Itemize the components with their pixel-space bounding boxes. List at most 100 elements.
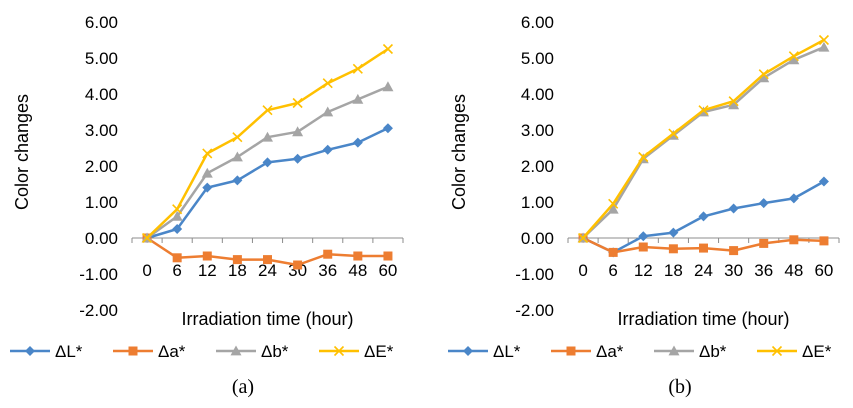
series-4: [141, 43, 394, 244]
data-point: [262, 131, 273, 142]
data-point: [263, 255, 272, 265]
data-point: [577, 232, 589, 244]
x-tick-label: 24: [258, 261, 277, 280]
x-tick-label: 60: [378, 261, 397, 280]
data-point: [292, 153, 303, 164]
data-point: [728, 96, 739, 107]
data-point: [382, 123, 393, 134]
data-point: [699, 243, 708, 253]
y-tick-label: 1.00: [521, 193, 554, 212]
y-tick-label: 3.00: [85, 121, 118, 140]
data-point: [383, 251, 393, 261]
data-point: [607, 203, 619, 214]
data-point: [788, 51, 799, 62]
x-tick-label: 12: [198, 261, 217, 280]
data-point: [729, 246, 739, 256]
y-axis-title: Color changes: [449, 94, 469, 210]
data-point: [382, 81, 394, 92]
y-tick-label: -2.00: [515, 301, 554, 320]
x-tick-label: 60: [814, 261, 833, 280]
data-point: [141, 232, 153, 244]
x-tick-label: 18: [664, 261, 683, 280]
data-point: [638, 151, 649, 163]
data-point: [262, 157, 273, 168]
legend-label: Δb*: [261, 342, 289, 361]
data-point: [759, 238, 769, 248]
y-tick-label: 0.00: [521, 229, 554, 248]
x-tick-label: 0: [578, 261, 587, 280]
x-tick-label: 48: [784, 261, 803, 280]
data-point: [758, 198, 769, 209]
data-point: [638, 242, 648, 252]
y-tick-label: 6.00: [85, 13, 118, 32]
data-point: [262, 105, 273, 116]
data-point: [352, 63, 363, 74]
data-point: [758, 69, 769, 80]
legend-label: ΔE*: [364, 342, 394, 361]
data-point: [789, 235, 799, 245]
data-point: [352, 137, 363, 148]
legend-label: Δb*: [699, 342, 727, 361]
data-point: [322, 144, 333, 155]
data-point: [322, 78, 333, 89]
legend-label: Δa*: [158, 342, 186, 361]
data-point: [818, 34, 830, 46]
legend-swatch-marker: [463, 346, 473, 356]
data-point: [171, 210, 183, 221]
x-tick-label: 18: [228, 261, 247, 280]
y-tick-label: 0.00: [85, 229, 118, 248]
y-tick-label: -1.00: [515, 265, 554, 284]
data-point: [323, 249, 333, 259]
legend: ΔL* Δa* Δb* ΔE*: [10, 342, 394, 361]
legend-swatch-marker: [25, 346, 35, 356]
x-tick-label: 0: [142, 261, 151, 280]
data-point: [382, 43, 394, 55]
data-point: [172, 204, 183, 215]
series-line: [582, 46, 825, 239]
data-point: [698, 105, 709, 116]
data-point: [608, 198, 619, 209]
data-point: [728, 203, 739, 214]
x-tick-label: 12: [634, 261, 653, 280]
x-tick-label: 6: [172, 261, 181, 280]
y-tick-label: 4.00: [85, 85, 118, 104]
y-axis-title: Color changes: [12, 94, 32, 210]
data-point: [322, 106, 334, 117]
y-tick-label: -1.00: [79, 265, 118, 284]
y-tick-label: 5.00: [85, 49, 118, 68]
legend-swatch-marker: [566, 346, 576, 356]
y-tick-label: 4.00: [521, 85, 554, 104]
y-tick-label: -2.00: [79, 301, 118, 320]
series-2: [578, 233, 829, 257]
y-tick-label: 5.00: [521, 49, 554, 68]
chart-b: -2.00 -1.00 0.00 1.00 2.00 3.00 4.00 5.00 6.00 Co…: [448, 13, 840, 398]
x-tick-label: 30: [724, 261, 743, 280]
legend-label: ΔE*: [802, 342, 832, 361]
data-point: [232, 255, 242, 265]
legend-swatch-marker: [128, 346, 138, 356]
x-tick-label: 48: [348, 261, 367, 280]
legend-swatch-marker: [230, 345, 242, 356]
data-point: [231, 151, 243, 162]
y-tick-label: 3.00: [521, 121, 554, 140]
data-point: [292, 126, 304, 137]
data-point: [353, 251, 363, 261]
legend-swatch-marker: [333, 345, 345, 357]
series-4: [577, 34, 830, 244]
data-point: [172, 224, 183, 234]
data-point: [202, 182, 213, 193]
data-point: [698, 211, 709, 222]
legend-label: Δa*: [596, 342, 624, 361]
x-axis-title: Irradiation time (hour): [181, 309, 353, 329]
data-point: [728, 99, 740, 110]
y-tick-label: 6.00: [521, 13, 554, 32]
data-point: [232, 175, 243, 186]
chart-caption: (b): [668, 376, 691, 398]
data-point: [638, 231, 649, 242]
data-point: [201, 167, 213, 178]
legend: ΔL* Δa* Δb* ΔE*: [448, 342, 832, 361]
y-tick-label: 2.00: [521, 157, 554, 176]
x-tick-label: 36: [754, 261, 773, 280]
series-line: [582, 38, 825, 239]
